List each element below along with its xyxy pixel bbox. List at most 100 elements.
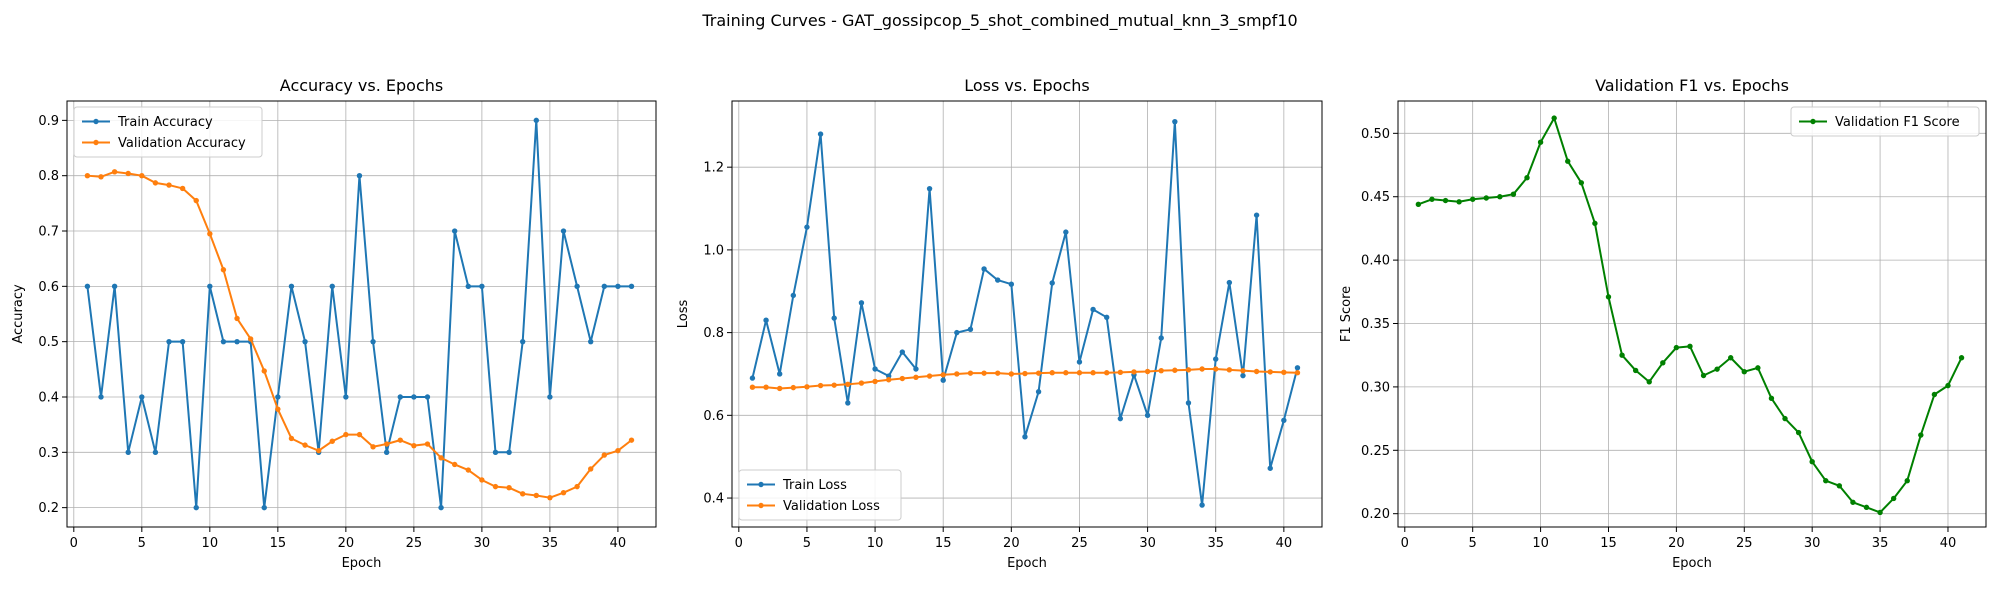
data-point [125,449,131,456]
y-tick-label: 0.8 [38,169,59,184]
x-tick-label: 35 [1207,536,1224,551]
data-point [1185,400,1192,406]
y-tick-label: 0.4 [38,390,59,405]
data-point [1213,366,1219,372]
data-point [1294,365,1301,371]
data-point [926,373,933,379]
data-point [1199,366,1205,372]
x-tick-label: 5 [138,536,146,551]
plot-frame [731,100,1323,528]
y-tick-label: 0.5 [38,335,59,350]
legend-marker [93,118,99,125]
data-point [302,338,308,345]
data-point [329,438,335,444]
data-point [858,300,865,306]
data-point [628,437,635,443]
data-point [1823,478,1829,484]
data-point [981,266,987,272]
data-point [1267,465,1273,471]
y-tick-label: 0.7 [38,225,59,240]
data-point [506,485,512,491]
data-point [1904,478,1910,484]
data-point [288,435,295,442]
x-tick-label: 30 [1804,536,1821,551]
data-point [1172,367,1178,373]
data-point [1632,367,1639,374]
data-point [111,169,118,175]
data-point [1185,367,1192,373]
data-point [899,349,906,355]
data-point [111,283,118,290]
data-point [1782,415,1788,422]
chart-panel-2: 0 5 10 15 20 25 30 35 40 0.4 0.6 0.8 1.0 1.2 Loss vs. … [676,76,1323,571]
data-point [1117,415,1124,422]
legend-marker [758,481,764,488]
data-point [356,172,363,179]
data-point [438,455,444,461]
data-point [98,394,104,400]
data-point [1090,306,1096,313]
x-tick-label: 25 [1736,536,1753,551]
x-axis-label: Epoch [1007,556,1047,571]
data-point [560,489,567,496]
data-point [261,368,267,374]
data-point [804,384,810,390]
x-tick-label: 0 [735,536,743,551]
x-tick-label: 10 [202,536,219,551]
data-point [1144,412,1151,419]
x-tick-label: 40 [1940,536,1957,551]
data-point [383,441,390,447]
data-point [749,375,756,381]
data-point [1537,139,1544,145]
data-point [506,449,512,456]
data-point [1605,294,1612,300]
data-point [1253,212,1260,218]
data-point [995,370,1001,376]
data-point [981,370,987,376]
data-point [207,231,213,237]
y-tick-label: 0.6 [703,409,724,424]
data-point [438,504,444,511]
data-point [790,292,797,299]
data-point [615,283,621,290]
figure-title: Training Curves - GAT_gossipcop_5_shot_c… [701,11,1297,31]
data-point [1442,197,1449,204]
data-point [845,400,851,406]
y-tick-label: 1.2 [703,161,724,176]
x-tick-label: 20 [1003,536,1020,551]
data-point [588,338,594,345]
data-point [967,370,974,376]
y-tick-label: 0.40 [1361,254,1390,269]
data-point [84,172,91,179]
x-tick-label: 15 [270,536,287,551]
data-point [1049,280,1055,286]
data-point [628,283,635,290]
data-point [1646,379,1652,385]
data-point [1456,199,1462,205]
data-point [1158,367,1164,374]
data-point [1728,355,1734,361]
data-point [1049,370,1055,376]
data-point [913,366,919,372]
data-point [383,449,390,456]
x-tick-label: 35 [542,536,559,551]
data-point [411,442,417,449]
x-tick-label: 30 [1139,536,1156,551]
data-point [872,366,878,372]
x-tick-label: 5 [1469,536,1477,551]
data-point [1524,175,1530,181]
data-point [1945,382,1951,389]
chart-panel-1: 0 5 10 15 20 25 30 35 40 0.2 0.3 0.4 0.5 0.6 0.7 0.8 0.9… [11,76,657,571]
data-point [858,380,865,386]
data-point [1281,417,1287,423]
data-point [940,372,946,378]
data-point [1022,370,1028,377]
data-point [1063,370,1069,376]
data-point [343,431,349,438]
data-point [261,504,267,511]
legend: Validation F1 Score [1790,106,1980,137]
data-point [1076,359,1083,365]
data-point [872,378,878,385]
data-point [763,384,769,390]
data-point [995,277,1001,283]
